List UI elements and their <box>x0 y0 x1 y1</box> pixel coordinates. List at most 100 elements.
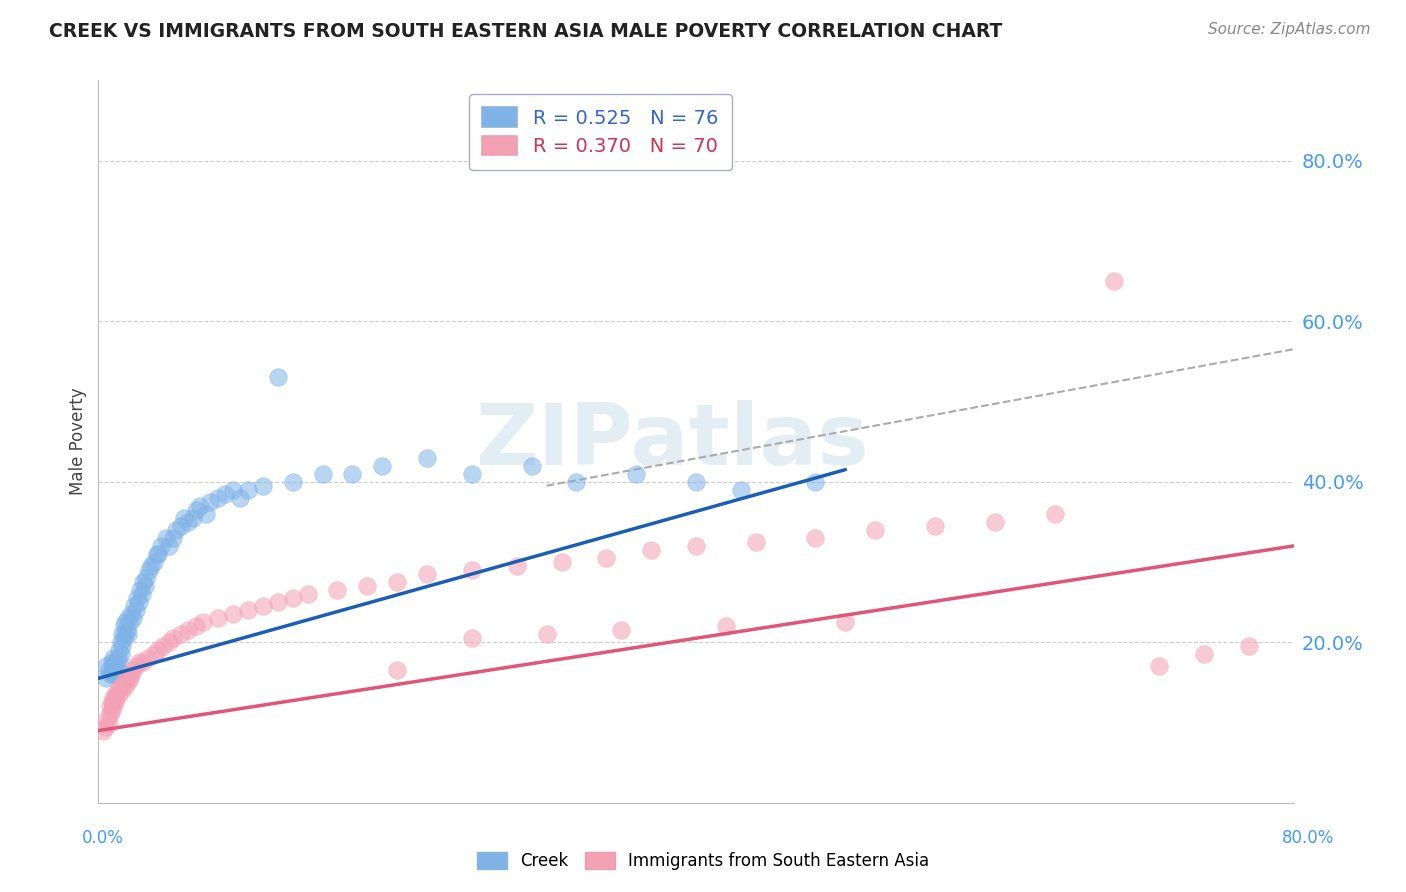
Point <box>626 467 648 481</box>
Point <box>371 458 394 473</box>
Point <box>115 623 138 637</box>
Point <box>94 659 117 673</box>
Point <box>103 667 125 681</box>
Point <box>177 623 200 637</box>
Point <box>112 675 135 690</box>
Point <box>162 531 184 545</box>
Point <box>138 563 160 577</box>
Point <box>236 483 259 497</box>
Point <box>267 370 290 384</box>
Point <box>177 515 200 529</box>
Point <box>200 494 222 508</box>
Point <box>148 643 170 657</box>
Point <box>267 595 290 609</box>
Point <box>129 583 152 598</box>
Point <box>108 687 131 701</box>
Point <box>103 699 125 714</box>
Point <box>714 619 737 633</box>
Point <box>134 579 156 593</box>
Point <box>107 651 129 665</box>
Point <box>150 539 173 553</box>
Legend: R = 0.525   N = 76, R = 0.370   N = 70: R = 0.525 N = 76, R = 0.370 N = 70 <box>468 94 733 169</box>
Point <box>157 539 180 553</box>
Point <box>385 664 409 678</box>
Point <box>98 699 122 714</box>
Point <box>121 611 143 625</box>
Point <box>120 667 142 681</box>
Point <box>297 587 319 601</box>
Point <box>165 523 187 537</box>
Point <box>105 667 128 681</box>
Point <box>131 587 153 601</box>
Point <box>101 696 124 710</box>
Point <box>94 671 117 685</box>
Point <box>132 655 155 669</box>
Point <box>924 518 946 533</box>
Point <box>326 583 349 598</box>
Point <box>685 539 707 553</box>
Text: ZIPatlas: ZIPatlas <box>475 400 869 483</box>
Point <box>104 655 127 669</box>
Point <box>152 639 174 653</box>
Point <box>804 531 827 545</box>
Point <box>550 555 572 569</box>
Point <box>121 664 143 678</box>
Point <box>104 687 127 701</box>
Point <box>114 680 136 694</box>
Point <box>222 607 245 621</box>
Point <box>252 478 274 492</box>
Point <box>461 563 484 577</box>
Point <box>595 550 617 566</box>
Point <box>91 723 114 738</box>
Point <box>96 712 118 726</box>
Point <box>281 475 304 489</box>
Point <box>252 599 274 614</box>
Point <box>117 627 139 641</box>
Point <box>984 515 1007 529</box>
Point <box>114 627 136 641</box>
Point <box>565 475 588 489</box>
Point <box>125 603 148 617</box>
Point <box>125 659 148 673</box>
Text: Source: ZipAtlas.com: Source: ZipAtlas.com <box>1208 22 1371 37</box>
Point <box>1043 507 1066 521</box>
Point <box>118 615 141 630</box>
Point <box>685 475 707 489</box>
Point <box>114 615 136 630</box>
Point <box>188 499 211 513</box>
Point <box>281 591 304 605</box>
Point <box>98 707 122 722</box>
Point <box>103 664 125 678</box>
Point <box>103 651 125 665</box>
Point <box>111 627 134 641</box>
Point <box>135 571 157 585</box>
Point <box>640 542 662 557</box>
Point <box>101 703 124 717</box>
Point <box>1104 274 1126 288</box>
Point <box>94 719 117 733</box>
Point <box>145 547 167 561</box>
Point <box>105 691 128 706</box>
Point <box>108 655 131 669</box>
Point <box>416 567 439 582</box>
Point <box>118 671 141 685</box>
Point <box>110 648 132 662</box>
Point <box>222 483 245 497</box>
Point <box>416 450 439 465</box>
Point <box>155 531 177 545</box>
Point <box>132 574 155 589</box>
Point <box>98 667 122 681</box>
Point <box>214 486 236 500</box>
Point <box>112 619 135 633</box>
Point <box>124 599 146 614</box>
Point <box>105 655 128 669</box>
Point <box>1192 648 1215 662</box>
Point <box>730 483 752 497</box>
Point <box>101 655 124 669</box>
Point <box>162 632 184 646</box>
Point <box>128 655 150 669</box>
Point <box>107 683 129 698</box>
Point <box>107 664 129 678</box>
Point <box>229 491 252 505</box>
Point <box>110 635 132 649</box>
